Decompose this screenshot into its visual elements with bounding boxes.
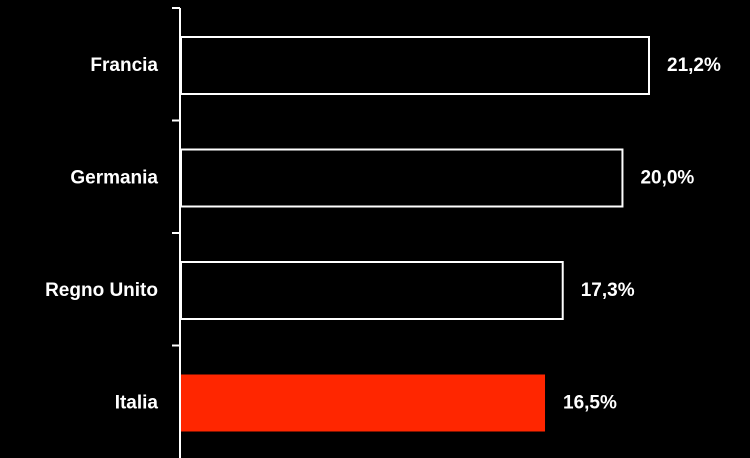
bars-layer <box>180 36 650 432</box>
bar-italia <box>181 374 546 432</box>
category-label-regno-unito: Regno Unito <box>45 280 158 301</box>
category-label-italia: Italia <box>115 393 159 414</box>
bar-germania <box>180 148 624 208</box>
axis-layer <box>172 7 181 458</box>
bar-regno-unito <box>180 261 564 320</box>
labels-layer: Francia 21,2% Germania 20,0% Regno Unito 17,3… <box>45 55 721 414</box>
category-label-germania: Germania <box>70 168 158 189</box>
value-label-regno-unito: 17,3% <box>581 280 635 301</box>
value-label-germania: 20,0% <box>640 168 694 189</box>
value-label-francia: 21,2% <box>667 55 721 76</box>
category-label-francia: Francia <box>90 55 158 76</box>
value-label-italia: 16,5% <box>563 393 617 414</box>
bar-francia <box>180 36 650 95</box>
